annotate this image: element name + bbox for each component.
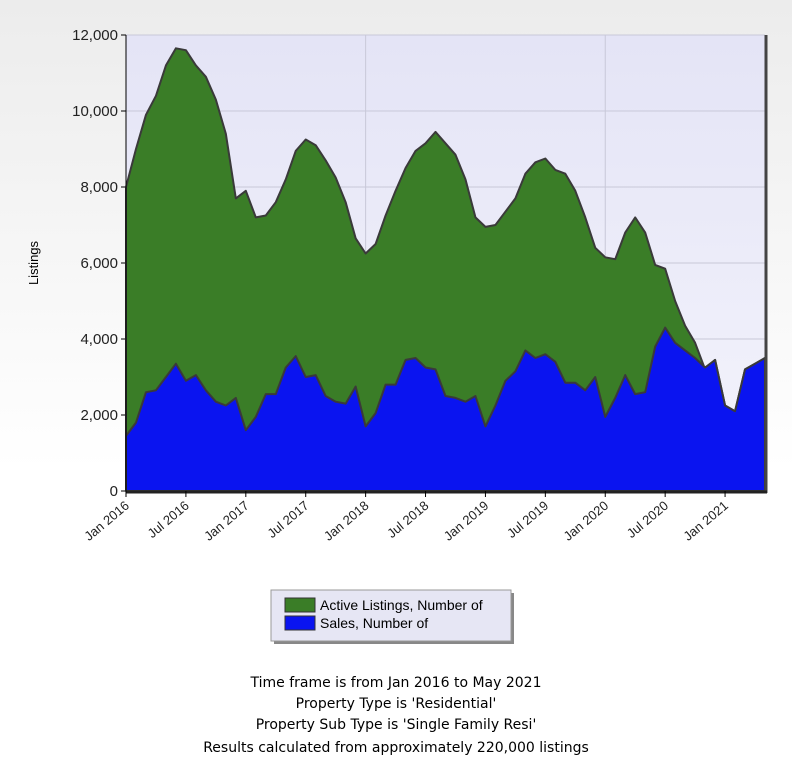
note: Property Sub Type is 'Single Family Resi… xyxy=(255,717,537,733)
area xyxy=(125,326,766,492)
x-tick-label: Jan 2017 xyxy=(201,498,252,544)
y-tick-label: 4,000 xyxy=(80,331,118,348)
note: Property Type is 'Residential' xyxy=(295,696,497,712)
y-tick-label: 8,000 xyxy=(80,179,118,196)
chart: Listings Active Listings, Number of Sales… xyxy=(26,27,768,644)
x-tick-label: Jul 2019 xyxy=(504,498,551,541)
note: Results calculated from approximately 22… xyxy=(203,740,589,756)
legend-swatch xyxy=(284,597,316,613)
y-axis-label: Listings xyxy=(26,240,41,285)
legend-swatch xyxy=(284,615,316,631)
x-tick-label: Jul 2018 xyxy=(384,498,431,541)
y-tick-label: 0 xyxy=(110,483,118,500)
x-tick-label: Jul 2016 xyxy=(145,498,192,541)
x-tick-label: Jan 2018 xyxy=(321,498,372,544)
note: Time frame is from Jan 2016 to May 2021 xyxy=(250,675,542,691)
y-tick-label: 10,000 xyxy=(72,103,118,120)
x-tick-label: Jul 2017 xyxy=(264,498,311,541)
x-tick-label: Jan 2020 xyxy=(561,498,612,544)
legend: Active Listings, Number of Sales, Number … xyxy=(270,589,514,644)
y-tick-label: 12,000 xyxy=(72,27,118,44)
legend-label: Active Listings, Number of xyxy=(320,597,483,613)
x-tick-label: Jul 2020 xyxy=(624,498,671,541)
y-tick-label: 2,000 xyxy=(80,407,118,424)
legend-label: Sales, Number of xyxy=(320,615,428,631)
x-tick-label: Jan 2021 xyxy=(680,498,731,544)
x-tick-label: Jan 2016 xyxy=(81,498,132,544)
x-tick-label: Jan 2019 xyxy=(441,498,492,544)
y-tick-label: 6,000 xyxy=(80,255,118,272)
